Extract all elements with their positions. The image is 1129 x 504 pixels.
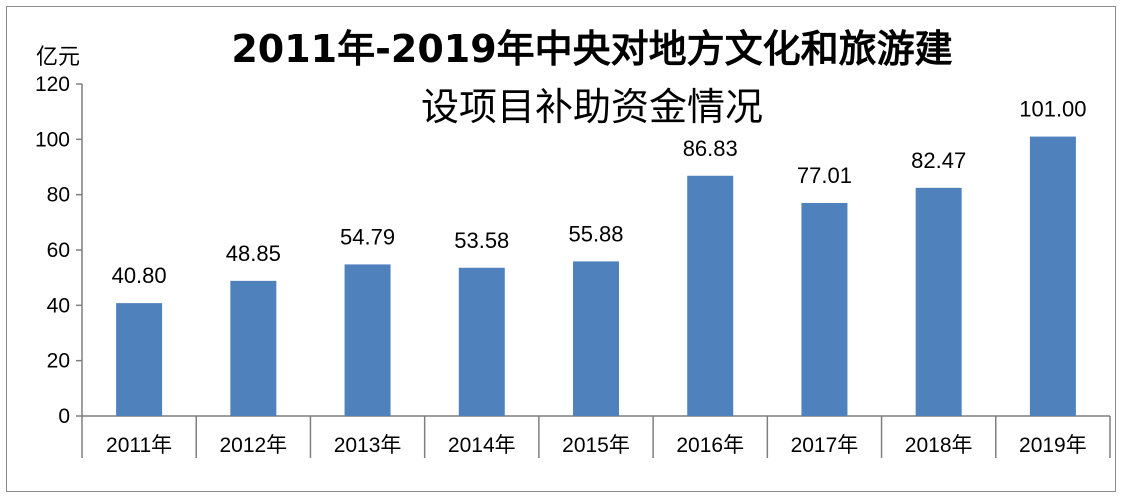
bar-data-label: 86.83 — [683, 136, 738, 161]
bar-data-label: 77.01 — [797, 163, 852, 188]
bar-data-label: 101.00 — [1019, 97, 1086, 122]
y-tick-label: 0 — [58, 405, 70, 428]
y-tick-label: 100 — [35, 128, 70, 151]
bar — [801, 202, 848, 416]
x-tick-label: 2018年 — [905, 434, 973, 457]
bar — [230, 280, 277, 416]
bar — [116, 303, 163, 416]
y-tick-label: 20 — [47, 350, 70, 373]
bars — [116, 136, 1076, 417]
bar — [687, 175, 734, 416]
x-tick-label: 2019年 — [1019, 434, 1087, 457]
y-axis-unit-label: 亿元 — [36, 44, 80, 69]
chart-title-line-1: 2011年-2019年中央对地方文化和旅游建 — [231, 27, 952, 71]
chart-title: 2011年-2019年中央对地方文化和旅游建 设项目补助资金情况 — [231, 27, 952, 129]
data-labels: 40.80 48.85 54.79 53.58 55.88 86.83 77.01 82.47… — [112, 97, 1087, 289]
x-tick-label: 2017年 — [791, 434, 859, 457]
chart-title-line-2: 设项目补助资金情况 — [421, 85, 763, 129]
y-tick-label: 80 — [47, 184, 70, 207]
bar-data-label: 54.79 — [340, 224, 395, 249]
bar-data-label: 82.47 — [911, 148, 966, 173]
bar-data-label: 55.88 — [568, 221, 623, 246]
x-tick-label: 2016年 — [676, 434, 744, 457]
bar — [1029, 136, 1076, 417]
x-tick-label: 2014年 — [448, 434, 516, 457]
y-tick-label: 40 — [47, 294, 70, 317]
x-tick-label: 2013年 — [334, 434, 402, 457]
x-tick-label: 2011年 — [106, 434, 172, 457]
x-tick-label: 2015年 — [562, 434, 630, 457]
x-tick-label: 2012年 — [219, 434, 287, 457]
bar — [344, 264, 391, 416]
y-tick-label: 120 — [35, 73, 70, 96]
bar-data-label: 48.85 — [226, 241, 281, 266]
bar — [458, 267, 505, 416]
bar — [573, 261, 619, 416]
bar — [915, 187, 962, 416]
y-tick-label: 60 — [47, 239, 70, 262]
bar-data-label: 40.80 — [112, 263, 167, 288]
bar-data-label: 53.58 — [454, 228, 509, 253]
